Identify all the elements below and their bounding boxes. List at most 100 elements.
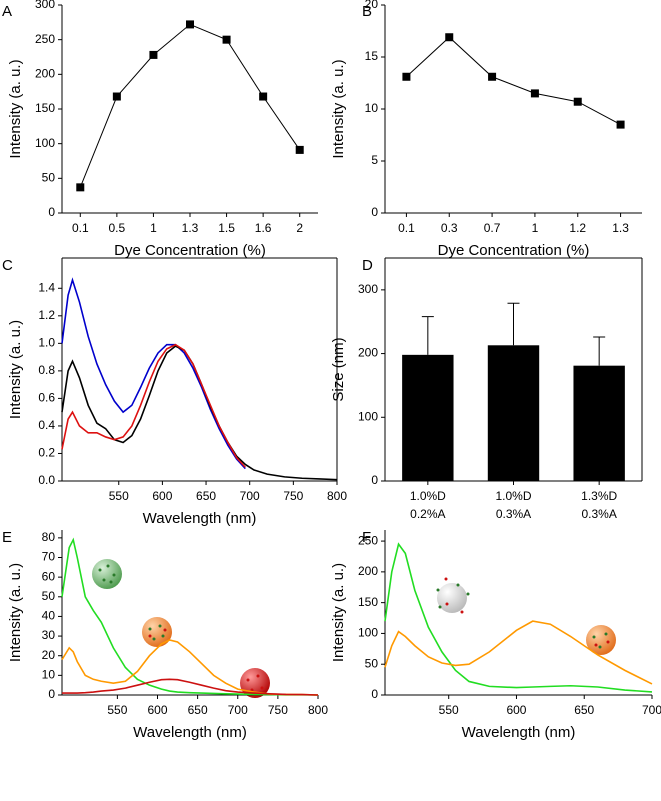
x-axis-title: Dye Concentration (%) bbox=[114, 242, 266, 259]
x-tick-label: 0.3%A bbox=[496, 507, 531, 521]
panel-label: D bbox=[362, 257, 373, 274]
series-line bbox=[62, 678, 319, 696]
x-tick-label: 600 bbox=[506, 703, 526, 717]
y-tick-label: 0.2 bbox=[38, 446, 55, 460]
marker bbox=[530, 89, 539, 98]
y-tick-label: 0.4 bbox=[38, 418, 55, 432]
y-tick-label: 0 bbox=[371, 205, 378, 219]
icon-dots bbox=[148, 577, 610, 692]
y-tick-label: 1.0 bbox=[38, 336, 55, 350]
bar bbox=[573, 365, 625, 481]
x-tick-label: 700 bbox=[642, 703, 661, 717]
y-tick-label: 50 bbox=[42, 589, 56, 603]
y-tick-label: 250 bbox=[35, 32, 55, 46]
x-tick-label: 1 bbox=[532, 221, 539, 235]
x-tick-label: 550 bbox=[109, 489, 129, 503]
marker bbox=[295, 145, 304, 154]
x-tick-label: 800 bbox=[308, 703, 328, 717]
y-tick-label: 200 bbox=[358, 564, 378, 578]
nanoparticle-icon bbox=[437, 583, 467, 613]
marker bbox=[76, 183, 85, 192]
x-tick-label: 1.3%D bbox=[581, 489, 617, 503]
y-tick-label: 100 bbox=[358, 626, 378, 640]
nanoparticle-icon bbox=[586, 625, 616, 655]
x-tick-label: 0.1 bbox=[398, 221, 415, 235]
y-tick-label: 200 bbox=[35, 67, 55, 81]
y-tick-label: 10 bbox=[42, 668, 56, 682]
panel-label: A bbox=[2, 3, 12, 20]
marker bbox=[112, 92, 121, 101]
y-tick-label: 50 bbox=[42, 171, 56, 185]
y-tick-label: 0.6 bbox=[38, 391, 55, 405]
y-tick-label: 150 bbox=[35, 101, 55, 115]
x-axis-title: Wavelength (nm) bbox=[462, 724, 576, 741]
y-tick-label: 60 bbox=[42, 569, 56, 583]
marker bbox=[616, 120, 625, 129]
y-tick-label: 0.8 bbox=[38, 363, 55, 377]
panel-label: C bbox=[2, 257, 13, 274]
y-tick-label: 0.0 bbox=[38, 473, 55, 487]
x-tick-label: 550 bbox=[107, 703, 127, 717]
x-tick-label: 650 bbox=[574, 703, 594, 717]
y-tick-label: 30 bbox=[42, 628, 56, 642]
y-tick-label: 50 bbox=[365, 656, 379, 670]
bar bbox=[402, 354, 454, 481]
y-tick-label: 20 bbox=[42, 648, 56, 662]
y-tick-label: 20 bbox=[365, 0, 379, 11]
x-tick-label: 750 bbox=[283, 489, 303, 503]
y-tick-label: 0 bbox=[48, 687, 55, 701]
y-tick-label: 150 bbox=[358, 595, 378, 609]
panel-label: E bbox=[2, 529, 12, 546]
y-tick-label: 1.2 bbox=[38, 308, 55, 322]
x-tick-label: 1.3 bbox=[182, 221, 199, 235]
x-tick-label: 0.3 bbox=[441, 221, 458, 235]
y-axis-title: Intensity (a. u.) bbox=[330, 59, 347, 158]
y-tick-label: 300 bbox=[358, 282, 378, 296]
y-tick-label: 0 bbox=[371, 687, 378, 701]
series-line bbox=[79, 23, 301, 188]
nanoparticle-icon bbox=[142, 617, 172, 647]
x-axis-title: Dye Concentration (%) bbox=[438, 242, 590, 259]
x-tick-label: 650 bbox=[188, 703, 208, 717]
series-line bbox=[61, 639, 319, 696]
x-tick-label: 0.5 bbox=[109, 221, 126, 235]
y-tick-label: 0 bbox=[371, 473, 378, 487]
marker bbox=[402, 72, 411, 81]
x-tick-label: 650 bbox=[196, 489, 216, 503]
marker bbox=[445, 33, 454, 42]
x-tick-label: 1.0%D bbox=[495, 489, 531, 503]
x-axis-title: Wavelength (nm) bbox=[143, 510, 257, 527]
y-tick-label: 80 bbox=[42, 530, 56, 544]
x-tick-label: 0.7 bbox=[484, 221, 501, 235]
x-tick-label: 1.5 bbox=[218, 221, 235, 235]
panel-label: B bbox=[362, 3, 372, 20]
y-tick-label: 0 bbox=[48, 205, 55, 219]
x-tick-label: 550 bbox=[439, 703, 459, 717]
y-tick-label: 15 bbox=[365, 49, 379, 63]
x-tick-label: 0.1 bbox=[72, 221, 89, 235]
y-tick-label: 250 bbox=[358, 533, 378, 547]
y-axis-title: Intensity (a. u.) bbox=[7, 563, 24, 662]
x-tick-label: 1.2 bbox=[569, 221, 586, 235]
x-tick-label: 600 bbox=[147, 703, 167, 717]
bar bbox=[487, 345, 540, 481]
y-tick-label: 40 bbox=[42, 609, 56, 623]
marker bbox=[259, 92, 268, 101]
icon-dots bbox=[98, 564, 608, 649]
marker bbox=[573, 97, 582, 106]
y-tick-label: 100 bbox=[35, 136, 55, 150]
x-tick-label: 2 bbox=[296, 221, 303, 235]
y-axis-title: Intensity (a. u.) bbox=[7, 59, 24, 158]
x-tick-label: 1.0%D bbox=[410, 489, 446, 503]
marker bbox=[186, 20, 194, 29]
x-tick-label: 700 bbox=[240, 489, 260, 503]
x-tick-label: 1.6 bbox=[255, 221, 272, 235]
x-tick-label: 0.3%A bbox=[581, 507, 616, 521]
marker bbox=[488, 72, 497, 81]
y-tick-label: 70 bbox=[42, 550, 56, 564]
series-line bbox=[61, 345, 338, 481]
series-line bbox=[384, 542, 653, 693]
y-axis-title: Intensity (a. u.) bbox=[330, 563, 347, 662]
y-tick-label: 100 bbox=[358, 409, 378, 423]
